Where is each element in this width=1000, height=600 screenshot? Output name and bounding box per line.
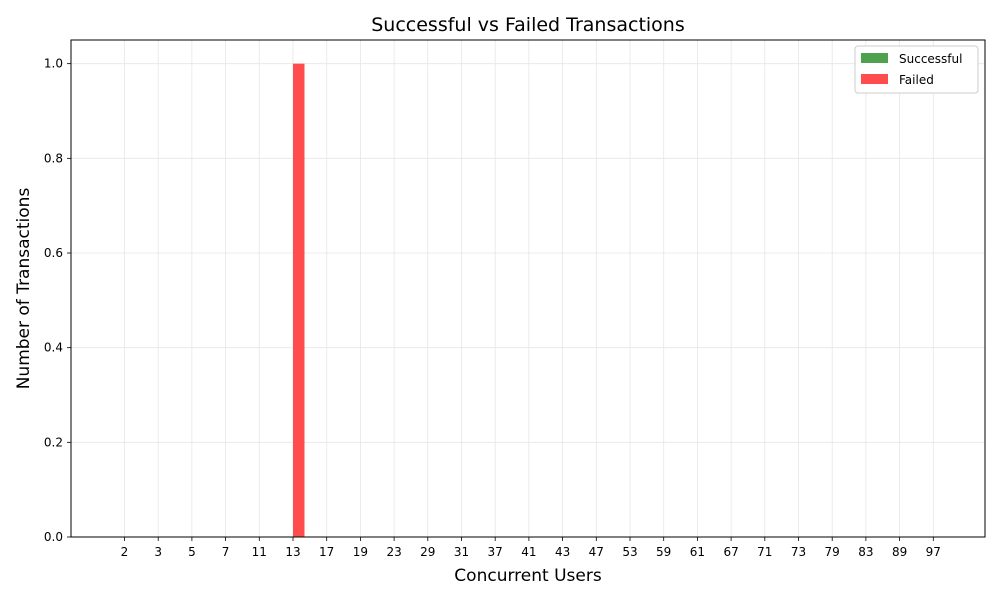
legend-swatch-failed [861, 74, 888, 84]
x-tick-label: 61 [690, 545, 705, 559]
y-axis-label: Number of Transactions [14, 188, 34, 390]
x-tick-label: 71 [757, 545, 772, 559]
y-tick-label: 0.2 [44, 435, 63, 449]
y-axis-ticks: 0.0 0.2 0.4 0.6 0.8 1.0 [44, 57, 71, 544]
plot-frame [70, 39, 986, 538]
x-tick-label: 19 [353, 545, 368, 559]
x-tick-label: 53 [622, 545, 637, 559]
x-tick-label: 7 [222, 545, 230, 559]
x-tick-label: 97 [926, 545, 941, 559]
x-tick-label: 83 [858, 545, 873, 559]
legend-label-failed: Failed [899, 73, 934, 87]
bar-failed-13 [293, 63, 305, 538]
x-tick-label: 73 [791, 545, 806, 559]
bar-group [293, 63, 305, 538]
x-tick-label: 5 [188, 545, 196, 559]
y-tick-label: 0.0 [44, 530, 63, 544]
x-tick-label: 23 [386, 545, 401, 559]
x-axis-label: Concurrent Users [454, 566, 602, 586]
x-tick-label: 17 [319, 545, 334, 559]
chart-title: Successful vs Failed Transactions [371, 14, 684, 36]
legend: Successful Failed [854, 45, 979, 94]
x-tick-label: 41 [521, 545, 536, 559]
x-tick-label: 67 [723, 545, 738, 559]
y-tick-label: 0.4 [44, 341, 63, 355]
y-tick-label: 0.6 [44, 246, 63, 260]
x-tick-label: 31 [454, 545, 469, 559]
legend-label-successful: Successful [899, 52, 962, 66]
x-tick-label: 11 [252, 545, 267, 559]
x-tick-label: 79 [825, 545, 840, 559]
legend-swatch-successful [861, 53, 888, 63]
y-tick-label: 1.0 [44, 57, 63, 71]
x-tick-label: 3 [154, 545, 162, 559]
y-tick-label: 0.8 [44, 151, 63, 165]
x-tick-label: 29 [420, 545, 435, 559]
x-tick-label: 47 [589, 545, 604, 559]
x-tick-label: 37 [488, 545, 503, 559]
x-axis-ticks: 2 3 5 7 11 13 17 19 23 29 31 37 41 43 47 53 59 61 67 71 73 79… [121, 537, 941, 559]
x-tick-label: 59 [656, 545, 671, 559]
x-tick-label: 2 [121, 545, 129, 559]
x-tick-label: 89 [892, 545, 907, 559]
x-tick-label: 43 [555, 545, 570, 559]
x-tick-label: 13 [285, 545, 300, 559]
